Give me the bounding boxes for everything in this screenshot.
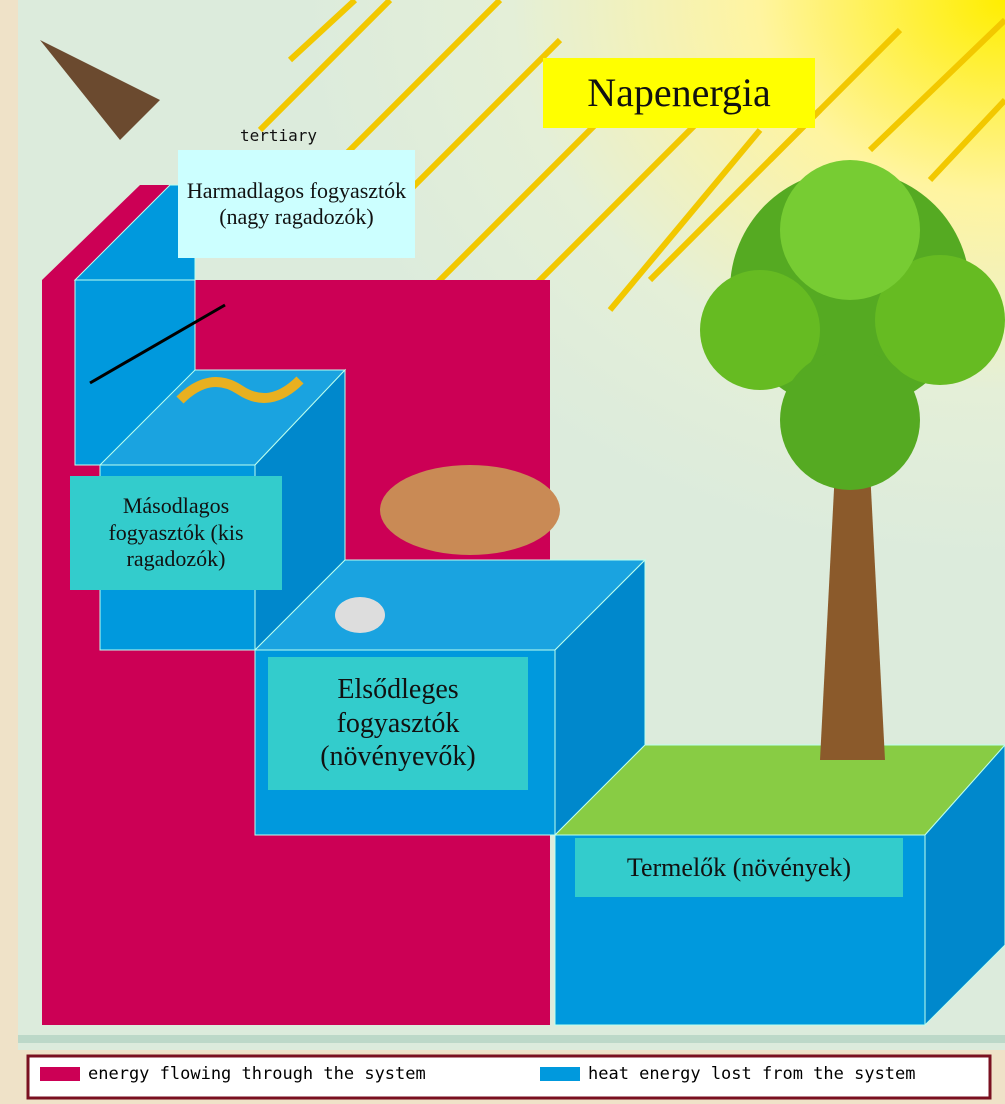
ground-strip bbox=[18, 1035, 1005, 1043]
original-caption: tertiary bbox=[240, 126, 317, 145]
sun-label: Napenergia bbox=[543, 58, 815, 128]
legend-item: energy flowing through the system bbox=[40, 1064, 426, 1084]
level-label: Elsődleges fogyasztók (növényevők) bbox=[268, 657, 528, 790]
legend-label: heat energy lost from the system bbox=[588, 1064, 916, 1084]
level-label: Harmadlagos fogyasztók (nagy ragadozók) bbox=[178, 150, 415, 258]
level-label: Termelők (növények) bbox=[575, 838, 903, 897]
legend-label: energy flowing through the system bbox=[88, 1064, 426, 1084]
level-label: Másodlagos fogyasztók (kis ragadozók) bbox=[70, 476, 282, 590]
diagram: tertiary Napenergia Harmadlagos fogyaszt… bbox=[0, 0, 1005, 1104]
legend-item: heat energy lost from the system bbox=[540, 1064, 916, 1084]
